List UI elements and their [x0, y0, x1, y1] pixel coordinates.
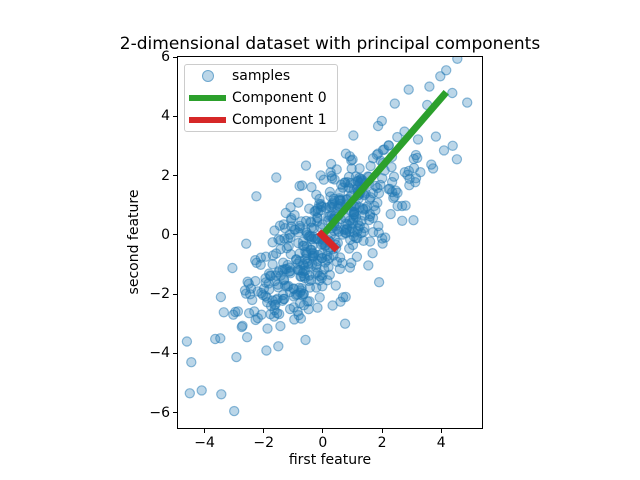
y-tick-label: −4	[149, 345, 170, 362]
x-tick	[381, 429, 383, 433]
y-tick	[173, 56, 177, 58]
x-tick-label: −2	[253, 435, 275, 451]
component-0-line-icon	[189, 95, 226, 101]
y-tick-label: 0	[161, 226, 170, 243]
plot-svg	[181, 57, 473, 417]
legend-label-component-1: Component 1	[232, 112, 327, 128]
x-tick	[322, 429, 324, 433]
y-tick	[173, 293, 177, 295]
x-tick	[440, 429, 442, 433]
samples-marker-icon	[201, 70, 214, 82]
x-tick-label: 0	[318, 435, 328, 451]
y-tick-label: 6	[161, 49, 170, 65]
legend-entry-component-0: Component 0	[185, 87, 337, 109]
legend-label-samples: samples	[232, 68, 291, 84]
y-tick	[173, 412, 177, 414]
x-tick-label: 4	[436, 435, 446, 451]
x-axis-label: first feature	[288, 452, 372, 468]
x-tick	[263, 429, 265, 433]
chart-title: 2-dimensional dataset with principal com…	[119, 34, 541, 54]
y-tick-label: 2	[161, 167, 170, 184]
legend: samples Component 0 Component 1	[184, 64, 338, 132]
y-axis-label: second feature	[126, 189, 142, 295]
y-tick-label: −6	[149, 404, 170, 421]
y-tick	[173, 352, 177, 354]
legend-entry-component-1: Component 1	[185, 109, 337, 131]
x-tick-label: −4	[194, 435, 215, 451]
x-tick	[204, 429, 206, 433]
x-tick-label: 2	[377, 435, 387, 451]
component-1-line-icon	[189, 117, 226, 123]
y-tick-label: −2	[149, 286, 170, 303]
legend-label-component-0: Component 0	[232, 90, 327, 106]
component-1-line	[316, 229, 340, 253]
y-tick	[173, 115, 177, 117]
y-tick	[173, 175, 177, 177]
y-tick	[173, 234, 177, 236]
legend-entry-samples: samples	[185, 65, 337, 87]
y-tick-label: 4	[161, 108, 170, 125]
samples-scatter	[181, 57, 473, 417]
component-0-line	[320, 89, 449, 238]
